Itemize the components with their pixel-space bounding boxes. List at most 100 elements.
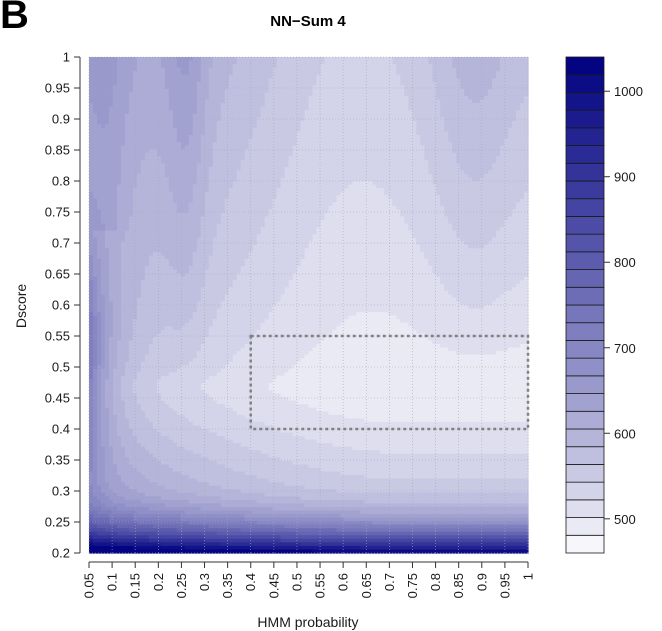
contour-cell xyxy=(512,106,517,111)
contour-cell xyxy=(492,184,497,189)
contour-cell xyxy=(440,195,445,200)
contour-cell xyxy=(288,188,294,193)
contour-cell xyxy=(380,166,385,171)
contour-cell xyxy=(89,74,94,79)
contour-cell xyxy=(320,212,326,218)
contour-cell xyxy=(488,191,493,196)
contour-cell xyxy=(384,103,389,108)
contour-cell xyxy=(184,195,190,200)
contour-cell xyxy=(416,145,421,150)
contour-cell xyxy=(100,74,106,79)
contour-cell xyxy=(112,163,118,168)
contour-cell xyxy=(156,81,162,86)
contour-cell xyxy=(108,106,114,111)
contour-cell xyxy=(340,163,346,168)
contour-cell xyxy=(348,124,353,129)
contour-cell xyxy=(240,71,246,76)
contour-cell xyxy=(276,60,282,65)
contour-cell xyxy=(484,184,489,189)
contour-cell xyxy=(236,202,242,207)
contour-cell xyxy=(148,212,154,218)
contour-cell xyxy=(512,145,517,150)
contour-cell xyxy=(332,170,338,175)
contour-cell xyxy=(428,110,433,115)
contour-cell xyxy=(264,120,270,125)
contour-cell xyxy=(264,60,270,65)
contour-cell xyxy=(480,188,485,193)
contour-cell xyxy=(260,173,266,179)
contour-cell xyxy=(324,106,330,111)
contour-cell xyxy=(192,173,198,179)
contour-cell xyxy=(172,134,178,140)
contour-cell xyxy=(448,142,453,147)
contour-cell xyxy=(164,64,170,69)
contour-cell xyxy=(368,113,373,118)
contour-cell xyxy=(484,95,489,101)
contour-cell xyxy=(208,74,214,79)
contour-cell xyxy=(240,163,246,168)
contour-cell xyxy=(168,67,174,72)
contour-cell xyxy=(212,71,218,76)
contour-cell xyxy=(360,181,365,186)
contour-cell xyxy=(216,142,222,147)
contour-cell xyxy=(520,71,525,76)
contour-cell xyxy=(144,184,150,189)
contour-cell xyxy=(356,156,361,161)
contour-cell xyxy=(512,195,517,200)
contour-cell xyxy=(412,142,417,147)
contour-cell xyxy=(364,205,369,210)
contour-cell xyxy=(192,184,198,189)
contour-cell xyxy=(452,88,457,94)
contour-cell xyxy=(464,88,469,94)
contour-cell xyxy=(356,131,361,136)
contour-cell xyxy=(312,188,318,193)
contour-cell xyxy=(460,145,465,150)
contour-cell xyxy=(388,57,393,62)
contour-cell xyxy=(436,74,441,79)
contour-cell xyxy=(116,106,122,111)
contour-cell xyxy=(524,124,529,129)
contour-cell xyxy=(188,202,194,207)
contour-cell xyxy=(192,198,198,203)
contour-cell xyxy=(296,166,302,171)
contour-cell xyxy=(360,131,365,136)
contour-cell xyxy=(116,156,122,161)
contour-cell xyxy=(356,149,361,154)
contour-cell xyxy=(312,117,318,122)
contour-cell xyxy=(160,110,166,115)
contour-cell xyxy=(140,202,146,207)
contour-cell xyxy=(444,195,449,200)
contour-cell xyxy=(132,57,138,62)
contour-cell xyxy=(132,74,138,79)
contour-cell xyxy=(272,124,278,129)
contour-cell xyxy=(344,95,350,101)
contour-cell xyxy=(260,138,266,143)
contour-cell xyxy=(260,131,266,136)
contour-cell xyxy=(328,184,334,189)
contour-cell xyxy=(224,191,230,196)
contour-cell xyxy=(136,138,142,143)
contour-cell xyxy=(136,149,142,154)
contour-cell xyxy=(496,117,501,122)
contour-cell xyxy=(396,212,401,218)
contour-cell xyxy=(220,71,226,76)
contour-cell xyxy=(96,181,102,186)
contour-cell xyxy=(380,156,385,161)
contour-cell xyxy=(420,106,425,111)
contour-cell xyxy=(276,195,282,200)
contour-cell xyxy=(428,142,433,147)
contour-cell xyxy=(432,159,437,164)
contour-cell xyxy=(148,124,154,129)
contour-cell xyxy=(336,202,342,207)
contour-cell xyxy=(480,212,485,218)
contour-cell xyxy=(232,57,238,62)
contour-cell xyxy=(124,113,130,118)
contour-cell xyxy=(364,195,369,200)
contour-cell xyxy=(368,78,373,83)
contour-cell xyxy=(312,209,318,214)
contour-cell xyxy=(104,163,110,168)
contour-cell xyxy=(268,88,274,94)
contour-cell xyxy=(256,113,262,118)
contour-cell xyxy=(284,188,290,193)
contour-cell xyxy=(420,120,425,125)
